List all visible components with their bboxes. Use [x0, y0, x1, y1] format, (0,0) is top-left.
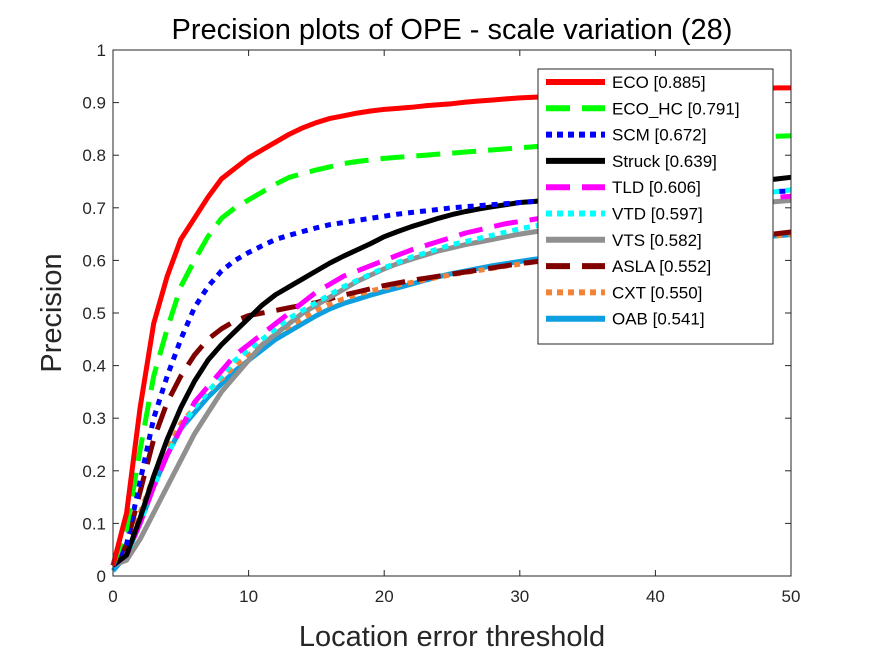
x-tick-label: 10 [239, 587, 258, 606]
ticks-layer: 0 10 20 30 40 50 0 0.1 0.2 0.3 0.4 0.5 0.6 0.7 0.8 0.9 1 [82, 41, 800, 606]
legend-label-4: Struck [0.639] [612, 152, 717, 171]
legend-label-6: VTD [0.597] [612, 205, 703, 224]
x-tick-label: 40 [646, 587, 665, 606]
legend-label-3: SCM [0.672] [612, 126, 707, 145]
y-tick-label: 0.7 [82, 199, 106, 218]
legend-label-7: VTS [0.582] [612, 231, 702, 250]
y-tick-label: 0.1 [82, 514, 106, 533]
y-tick-label: 0.2 [82, 462, 106, 481]
y-tick-label: 0 [97, 567, 106, 586]
y-tick-label: 0.3 [82, 409, 106, 428]
x-tick-label: 20 [375, 587, 394, 606]
y-tick-label: 0.9 [82, 94, 106, 113]
legend-label-5: TLD [0.606] [612, 178, 701, 197]
y-tick-label: 0.6 [82, 251, 106, 270]
legend-label-1: ECO [0.885] [612, 73, 706, 92]
y-tick-label: 1 [97, 41, 106, 60]
legend: ECO [0.885] ECO_HC [0.791] SCM [0.672] Stru… [537, 68, 774, 345]
legend-label-9: CXT [0.550] [612, 283, 702, 302]
x-tick-label: 30 [510, 587, 529, 606]
x-tick-label: 50 [782, 587, 801, 606]
x-tick-label: 0 [108, 587, 117, 606]
legend-label-10: OAB [0.541] [612, 310, 705, 329]
x-axis-label: Location error threshold [299, 621, 605, 653]
chart-title: Precision plots of OPE - scale variation… [172, 14, 733, 46]
y-axis-label: Precision [36, 253, 68, 372]
y-tick-label: 0.8 [82, 146, 106, 165]
legend-label-8: ASLA [0.552] [612, 257, 711, 276]
legend-label-2: ECO_HC [0.791] [612, 99, 740, 118]
y-tick-label: 0.4 [82, 357, 106, 376]
y-tick-label: 0.5 [82, 304, 106, 323]
legend-box [537, 68, 774, 345]
